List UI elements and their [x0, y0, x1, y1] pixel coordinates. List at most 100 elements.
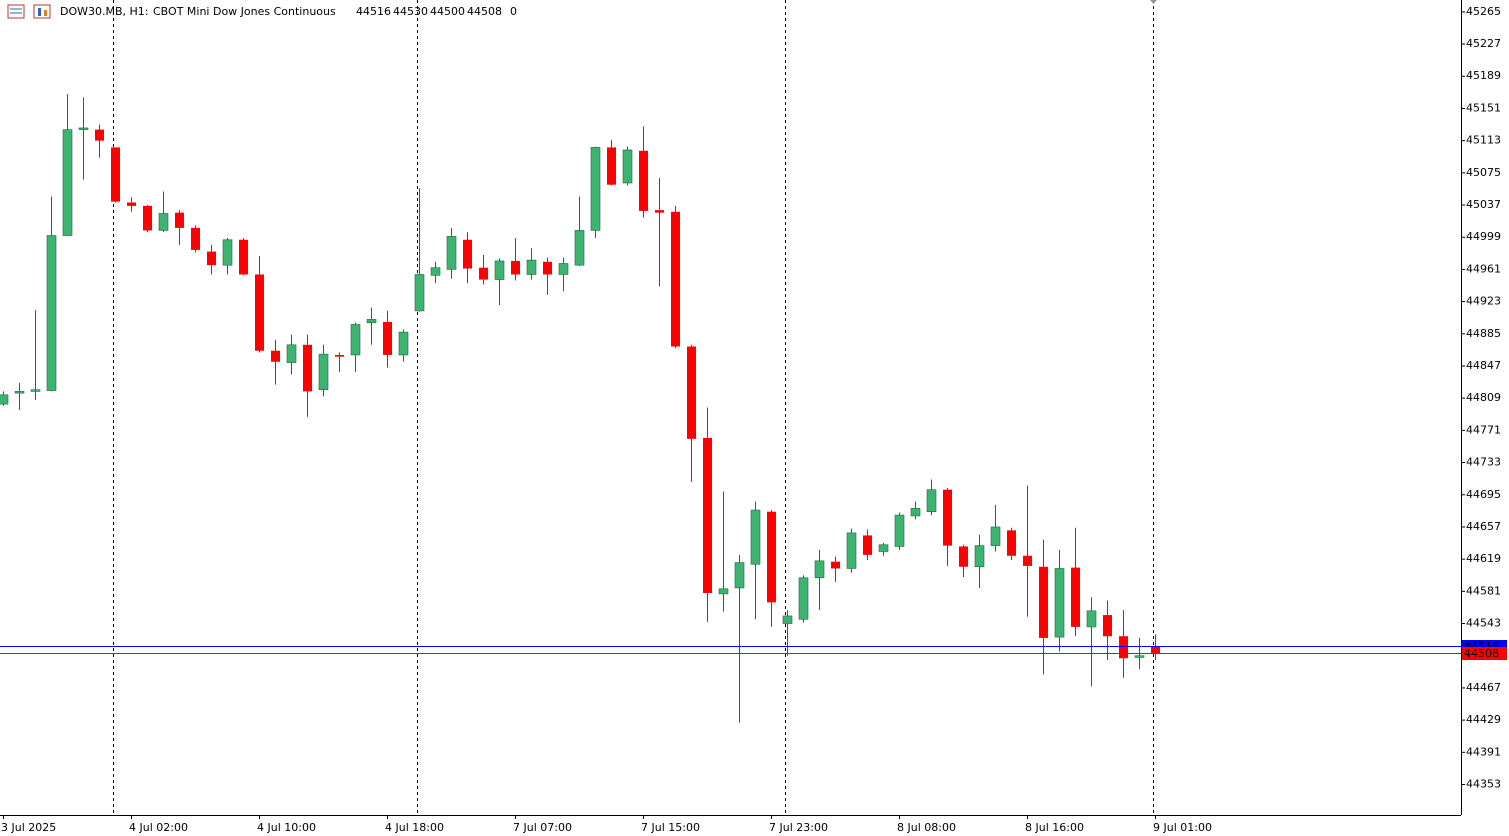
x-tick-label: 7 Jul 23:00	[769, 821, 828, 834]
candle-body	[767, 511, 776, 603]
candle-body	[511, 260, 520, 275]
candle-body	[1071, 567, 1080, 627]
y-tick-label: 44581	[1466, 584, 1501, 597]
candle-body	[95, 129, 104, 141]
x-tick-label: 4 Jul 10:00	[257, 821, 316, 834]
candle-body	[703, 437, 712, 594]
y-tick-label: 44619	[1466, 552, 1501, 565]
y-tick-label: 44999	[1466, 230, 1501, 243]
y-tick-label: 44809	[1466, 391, 1501, 404]
price-label-box	[1462, 647, 1507, 660]
candle-body	[239, 239, 248, 275]
candle-body	[671, 211, 680, 347]
period-separators	[113, 0, 1154, 815]
y-tick-label: 44391	[1466, 745, 1501, 758]
candle-body	[526, 259, 537, 275]
candle-body	[175, 212, 184, 228]
price-label: 44508	[1464, 647, 1499, 660]
description: CBOT Mini Dow Jones Continuous	[153, 5, 336, 18]
y-tick-label: 44771	[1466, 423, 1501, 436]
y-tick-label: 44467	[1466, 681, 1501, 694]
candle-body	[158, 213, 169, 231]
candle-body	[943, 489, 952, 546]
icon	[44, 10, 47, 16]
y-tick-label: 44353	[1466, 778, 1501, 791]
candle-body	[910, 508, 921, 517]
candle-body	[318, 353, 329, 391]
icon	[38, 8, 41, 16]
candle-body	[894, 514, 905, 547]
candle-body	[1086, 610, 1097, 628]
candle-body	[1039, 566, 1048, 638]
candle-body	[543, 261, 552, 275]
candle-body	[1119, 636, 1128, 659]
candle-body	[30, 389, 41, 392]
header-low: 44500	[430, 5, 465, 18]
header-icons	[7, 4, 51, 19]
candle-body	[143, 205, 152, 231]
candle-body	[574, 230, 585, 266]
candle-body	[62, 129, 73, 236]
candle-body	[494, 260, 505, 280]
y-tick-label: 45113	[1466, 134, 1501, 147]
y-tick-label: 45075	[1466, 166, 1501, 179]
candle-body	[926, 489, 937, 513]
candle-body	[255, 274, 264, 351]
candle-body	[1054, 568, 1065, 638]
candle-body	[846, 532, 857, 569]
candle-body	[430, 267, 441, 276]
y-tick-label: 45037	[1466, 198, 1501, 211]
x-tick-label: 9 Jul 01:00	[1153, 821, 1212, 834]
y-tick-label: 44923	[1466, 295, 1501, 308]
y-tick-label: 44657	[1466, 520, 1501, 533]
symbol: DOW30.MB, H1:	[60, 5, 149, 18]
candle-body	[46, 235, 57, 391]
candle-body	[222, 239, 233, 266]
candle-body	[639, 150, 648, 211]
candle-body	[590, 147, 601, 231]
x-tick-label: 3 Jul 2025	[1, 821, 56, 834]
candle-body	[1103, 615, 1112, 637]
candle-body	[414, 274, 425, 312]
x-tick-label: 8 Jul 08:00	[897, 821, 956, 834]
candle-body	[286, 344, 297, 363]
header-high: 44530	[393, 5, 428, 18]
candle-body	[111, 147, 120, 202]
time-marker	[1150, 0, 1157, 4]
candle-body	[127, 202, 136, 206]
candle-body	[14, 391, 25, 394]
candle-body	[863, 535, 872, 555]
candle-body	[1007, 530, 1016, 556]
candle-body	[814, 560, 825, 579]
y-tick-label: 45265	[1466, 5, 1501, 18]
icon	[7, 4, 25, 19]
x-tick-label: 7 Jul 15:00	[641, 821, 700, 834]
y-tick-label: 45227	[1466, 37, 1501, 50]
candle-body	[831, 561, 840, 569]
header-volume: 0	[510, 5, 517, 18]
candle-body	[878, 544, 889, 552]
candle-body	[750, 509, 761, 565]
candle-body	[687, 346, 696, 439]
candle-body	[335, 354, 344, 357]
candle-body	[990, 526, 1001, 546]
candle-body	[734, 562, 745, 589]
header-open: 44516	[356, 5, 391, 18]
y-tick-label: 44847	[1466, 359, 1501, 372]
candle-body	[974, 545, 985, 568]
header-close: 44508	[467, 5, 502, 18]
candle-body	[607, 147, 616, 185]
x-tick-label: 4 Jul 02:00	[129, 821, 188, 834]
candle-body	[1151, 646, 1160, 654]
x-tick-label: 8 Jul 16:00	[1025, 821, 1084, 834]
candle-body	[782, 615, 793, 624]
candle-body	[558, 263, 569, 275]
candle-body	[0, 394, 9, 405]
candle-body	[718, 588, 729, 595]
candle-body	[271, 350, 280, 362]
candle-body	[446, 236, 457, 270]
y-tick-label: 44695	[1466, 488, 1501, 501]
y-tick-label: 45189	[1466, 69, 1501, 82]
